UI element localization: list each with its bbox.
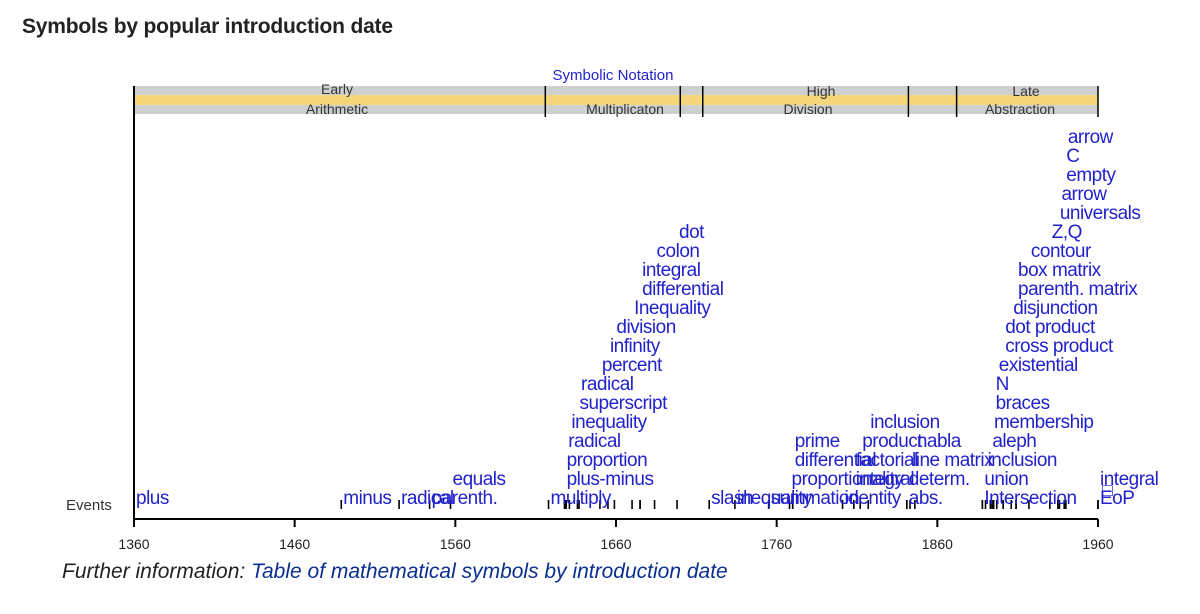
event-label: prime [795, 431, 840, 452]
event-label: parenth. [432, 488, 498, 509]
event-label: product [862, 431, 923, 452]
event-label: multiply [551, 488, 612, 509]
event-label: contour [1031, 241, 1092, 262]
event-label: summation [771, 488, 859, 509]
event-label: dot product [1005, 317, 1096, 338]
event-label: box matrix [1018, 260, 1102, 281]
x-tick-label: 1960 [1082, 536, 1113, 552]
event-label: determ. [909, 469, 970, 490]
event-label: line matrix [912, 450, 994, 471]
event-label: dot [679, 222, 705, 243]
x-tick-label: 1560 [440, 536, 471, 552]
event-label: cross product [1005, 336, 1114, 357]
event-label: radical [568, 431, 620, 452]
event-label: inclusion [988, 450, 1057, 471]
event-label: differential [642, 279, 723, 300]
event-labels: plus minus radicalparenth.equalsmultiplypl… [136, 127, 1159, 509]
x-tick-label: 1760 [761, 536, 792, 552]
event-label: empty [1066, 165, 1116, 186]
event-label: membership [994, 412, 1094, 433]
period-label: Multiplicaton [586, 101, 664, 117]
period-label: Arithmetic [306, 101, 368, 117]
event-label: C [1066, 146, 1079, 167]
event-label: Intersection [984, 488, 1076, 509]
event-label: radical [401, 488, 453, 509]
event-label: aleph [992, 431, 1036, 452]
event-label: union [984, 469, 1028, 490]
event-label: parenth. matrix [1018, 279, 1138, 300]
period-label: Late [1012, 83, 1039, 99]
event-label: superscript [579, 393, 668, 414]
timeline-axis: 1360 1460 1560 1660 1760 1860 1960 Events [66, 86, 1114, 552]
event-label: Inequality [634, 298, 711, 319]
event-label: factorial [856, 450, 918, 471]
event-label: proportionality [792, 469, 905, 490]
event-label: plus [136, 488, 169, 509]
x-tick-label: 1860 [922, 536, 953, 552]
row-label: Events [66, 497, 112, 514]
event-label: colon [657, 241, 700, 262]
page-title: Symbols by popular introduction date [22, 15, 393, 38]
event-label: infinity [610, 336, 661, 357]
event-label: integral [1100, 469, 1158, 490]
event-label: division [616, 317, 675, 338]
event-label: inequality [571, 412, 647, 433]
event-label: minus [343, 488, 391, 509]
further-prefix: Further information: [62, 560, 252, 583]
event-label: slash [711, 488, 753, 509]
event-label: inequality [737, 488, 813, 509]
event-label: existential [999, 355, 1078, 376]
event-label: inclusion [870, 412, 939, 433]
event-label: arrow [1061, 184, 1107, 205]
x-tick-label: 1660 [600, 536, 631, 552]
event-label: radical [581, 374, 633, 395]
event-label: nabla [917, 431, 962, 452]
event-label: integral [642, 260, 700, 281]
event-label: equals [453, 469, 506, 490]
event-label: abs. [909, 488, 943, 509]
event-label: N [996, 374, 1009, 395]
period-label: Early [321, 81, 353, 97]
symbols-table-link[interactable]: Table of mathematical symbols by introdu… [251, 560, 728, 583]
x-tick-label: 1460 [279, 536, 310, 552]
event-ticks [133, 500, 1099, 509]
event-label: braces [996, 393, 1050, 414]
further-information: Further information: Table of mathematic… [62, 560, 728, 584]
period-band: Early Arithmetic Symbolic Notation Multipli… [133, 67, 1099, 117]
x-tick-label: 1360 [118, 536, 149, 552]
event-label: plus-minus [567, 469, 654, 490]
event-label: arrow [1068, 127, 1114, 148]
event-label: Z,Q [1052, 222, 1082, 243]
band-yellow [134, 95, 1098, 105]
period-label: Abstraction [985, 101, 1055, 117]
event-label: identity [845, 488, 902, 509]
event-label: disjunction [1013, 298, 1097, 319]
undrawn-symbol-label: □ [1102, 480, 1113, 500]
event-label: proportion [567, 450, 648, 471]
event-label: integral [856, 469, 914, 490]
event-label: EoP [1100, 488, 1134, 509]
period-label: Division [783, 101, 832, 117]
period-label: High [807, 83, 836, 99]
event-label: universals [1060, 203, 1141, 224]
event-label: percent [602, 355, 663, 376]
event-label: differential [795, 450, 876, 471]
period-label: Symbolic Notation [553, 67, 674, 84]
